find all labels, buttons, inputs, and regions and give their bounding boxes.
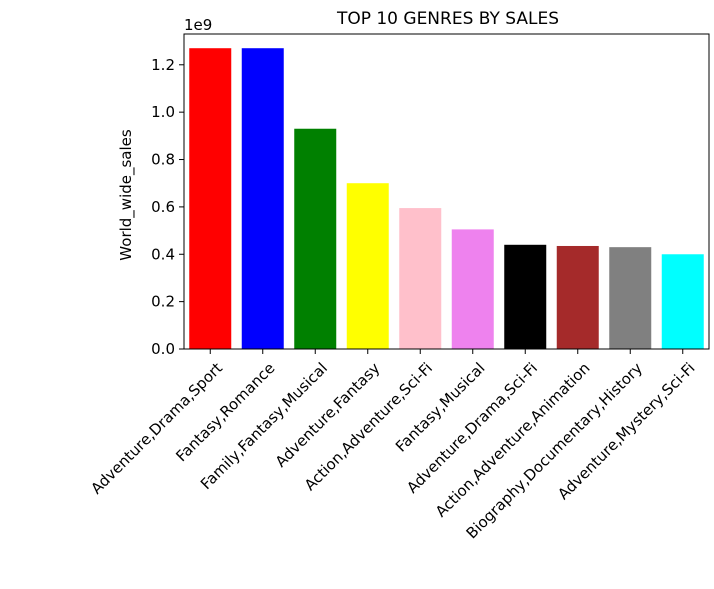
bar-3 (294, 128, 337, 349)
bar-1 (189, 48, 232, 350)
y-tick-label: 0.0 (151, 340, 175, 358)
y-axis-label: World_wide_sales (117, 129, 136, 261)
y-axis-offset-text: 1e9 (184, 16, 212, 34)
bar-6 (451, 229, 494, 349)
y-tick-label: 0.6 (151, 198, 175, 216)
y-tick-label: 0.4 (151, 245, 175, 263)
bar-5 (399, 208, 442, 349)
y-tick-label: 0.8 (151, 151, 175, 169)
y-tick-label: 0.2 (151, 293, 175, 311)
bar-10 (661, 254, 704, 349)
x-tick-label: Fantasy,Musical (392, 359, 489, 456)
y-tick-label: 1.2 (151, 56, 175, 74)
y-tick-label: 1.0 (151, 103, 175, 121)
chart-title: TOP 10 GENRES BY SALES (336, 9, 559, 29)
plot-frame (183, 33, 710, 350)
bar-7 (504, 244, 547, 349)
bar-9 (609, 247, 652, 349)
x-tick-label: Fantasy,Romance (172, 359, 278, 465)
y-axis: 0.0 0.2 0.4 0.6 0.8 1.0 1.2 (151, 56, 184, 358)
bar-4 (346, 183, 389, 349)
bar-8 (556, 245, 599, 349)
bars-group (189, 48, 704, 350)
bar-2 (241, 48, 284, 350)
x-axis: Adventure,Drama,SportFantasy,RomanceFami… (87, 349, 699, 542)
